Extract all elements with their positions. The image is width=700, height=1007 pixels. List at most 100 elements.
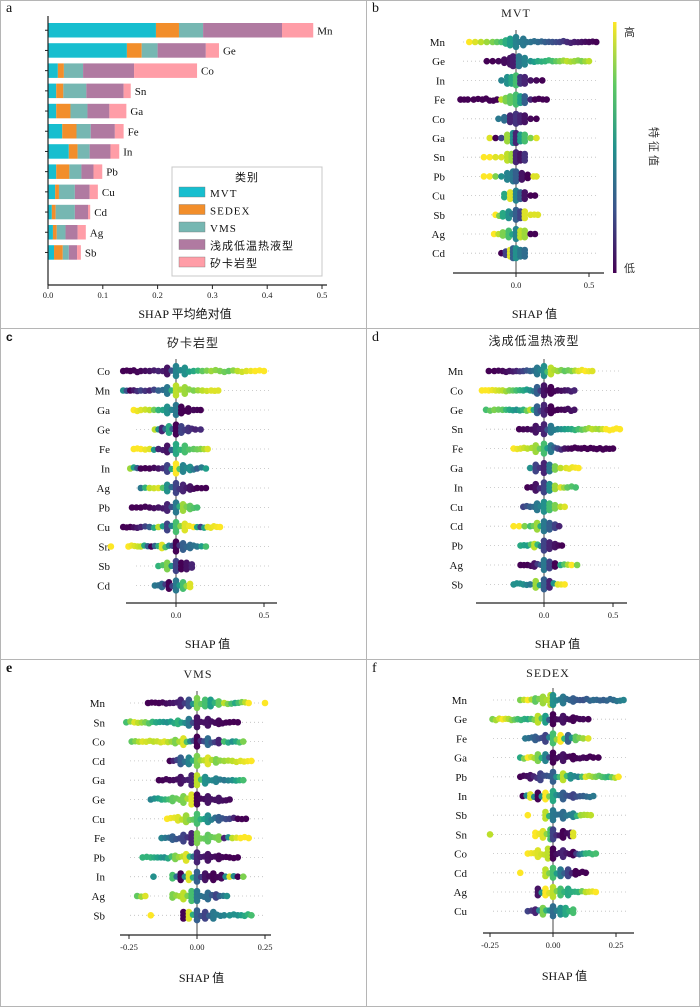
shap-dot xyxy=(239,873,247,880)
bar-segment-Ga-4 xyxy=(109,103,127,119)
shap-dot xyxy=(521,522,528,530)
feature-dots-Ga xyxy=(516,749,602,766)
shap-dot xyxy=(486,153,494,161)
feature-label-Ge: Ge xyxy=(432,56,445,68)
bar-segment-In-3 xyxy=(89,144,111,159)
shap-dot xyxy=(569,909,577,917)
shap-dot xyxy=(515,522,523,530)
shap-dot xyxy=(592,850,600,857)
shap-dot xyxy=(204,838,212,845)
shap-dot xyxy=(226,796,233,803)
feature-label-Ag: Ag xyxy=(454,887,468,899)
feature-label-Mn: Mn xyxy=(90,698,106,710)
bar-segment-Cd-2 xyxy=(55,204,75,220)
bar-segment-In-0 xyxy=(48,144,69,159)
panel-f-shap-beeswarm: SEDEX Mn Ge Fe Ga Pb In Sb Sn Co Cd Ag Cu -0.25 0.00 0.… xyxy=(452,666,634,983)
shap-dot xyxy=(180,799,187,806)
bar-segment-Fe-2 xyxy=(76,124,91,139)
feature-label-Ag: Ag xyxy=(97,483,111,495)
feature-dots-Cd xyxy=(516,864,590,881)
shap-dot xyxy=(540,547,548,554)
shap-dot xyxy=(546,564,553,572)
shap-dot xyxy=(245,699,252,707)
feature-dots-In xyxy=(150,868,247,885)
panel-c-shap-beeswarm: 矽卡岩型 Co Mn Ga Ge Fe In Ag Pb Cu Sn Sb Cd 0.0 0.5 SHAP 值 xyxy=(95,335,277,651)
feature-label-In: In xyxy=(458,791,468,803)
feature-dots-Sb xyxy=(155,557,196,575)
shap-dot xyxy=(172,392,180,399)
shap-dot xyxy=(531,192,539,199)
shap-dot xyxy=(569,832,577,840)
feature-label-Cu: Cu xyxy=(454,906,467,918)
shap-dot xyxy=(544,855,552,862)
shap-dot xyxy=(615,773,622,781)
shap-dot xyxy=(204,445,211,453)
bar-segment-Pb-2 xyxy=(69,164,82,179)
x-axis-title: SHAP 值 xyxy=(512,306,557,321)
shap-dot xyxy=(193,504,201,511)
shap-dot xyxy=(172,528,180,536)
shap-dot xyxy=(501,59,508,67)
category-label-Cd: Cd xyxy=(94,207,107,219)
shap-dot xyxy=(510,522,517,530)
bar-segment-Cd-4 xyxy=(88,204,91,220)
feature-dots-Sn xyxy=(515,421,624,438)
shap-dot xyxy=(521,99,529,107)
feature-dots-Ag xyxy=(133,887,231,905)
legend-swatch xyxy=(178,239,206,250)
shap-dot xyxy=(193,858,201,866)
category-label-Pb: Pb xyxy=(106,167,118,179)
feature-label-Co: Co xyxy=(454,849,467,861)
shap-dot xyxy=(540,411,548,418)
shap-dot xyxy=(495,57,502,65)
bar-segment-Cu-0 xyxy=(48,184,56,200)
bar-segment-Sb-1 xyxy=(54,245,63,260)
legend-swatch xyxy=(178,186,206,198)
shap-dot xyxy=(521,253,529,260)
feature-label-Ga: Ga xyxy=(92,775,105,787)
legend-label: SEDEX xyxy=(210,206,250,218)
shap-dot xyxy=(584,735,592,742)
bar-group xyxy=(45,23,314,260)
shap-dot xyxy=(216,523,224,531)
x-tick-label: 0.00 xyxy=(190,942,205,952)
x-axis-title: SHAP 值 xyxy=(185,636,230,651)
feature-dots-Cd xyxy=(166,752,255,769)
x-tick-label: 0.0 xyxy=(43,290,54,300)
feature-label-Co: Co xyxy=(450,385,463,397)
shap-dot xyxy=(540,527,548,535)
shap-dot xyxy=(527,77,534,84)
feature-dots-In xyxy=(519,787,597,805)
shap-dot xyxy=(188,897,195,905)
shap-dot xyxy=(549,778,557,785)
shap-dot xyxy=(561,503,568,511)
shap-dot xyxy=(150,873,157,880)
shap-dot xyxy=(540,488,548,496)
shap-dot xyxy=(193,820,201,827)
panel-title: 浅成低温热液型 xyxy=(488,333,579,348)
x-axis-title: SHAP 平均绝对值 xyxy=(138,306,231,321)
shap-dot xyxy=(568,561,575,569)
shap-dot xyxy=(248,757,255,765)
shap-dot xyxy=(551,563,559,570)
feature-label-Mn: Mn xyxy=(448,366,464,378)
bar-segment-Ge-4 xyxy=(205,43,219,58)
feature-dots-Co xyxy=(128,733,247,750)
x-tick-label: 0.0 xyxy=(171,610,182,620)
shap-dot xyxy=(220,912,228,919)
shap-dot xyxy=(540,566,548,574)
shap-dot xyxy=(486,134,494,142)
shap-dot xyxy=(147,912,155,919)
shap-dot xyxy=(533,77,540,84)
shap-dot xyxy=(590,792,597,800)
shap-dot xyxy=(521,195,529,203)
colorbar-low-label: 低 xyxy=(624,262,635,275)
shap-dot xyxy=(546,584,553,591)
feature-dots-Sn xyxy=(480,149,529,166)
feature-dots-Ga xyxy=(486,129,540,147)
legend-title: 类别 xyxy=(235,170,259,184)
shap-dot xyxy=(501,193,508,201)
feature-dots-Fe xyxy=(521,730,592,747)
feature-dots-Pb xyxy=(517,537,566,554)
feature-dots-Pb xyxy=(128,499,201,516)
